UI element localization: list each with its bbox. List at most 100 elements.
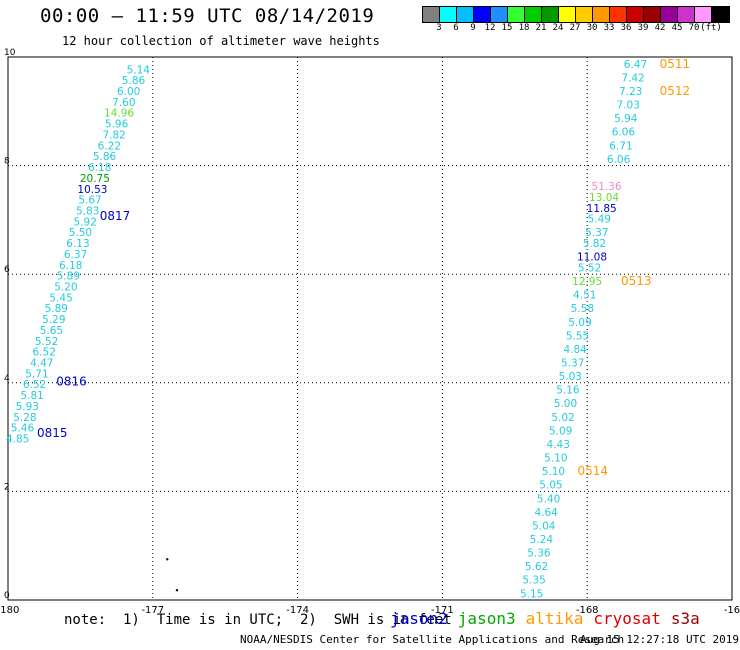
- wave-height-value: 4.84: [563, 344, 587, 356]
- wave-height-value: 5.81: [20, 390, 43, 402]
- wave-height-value: 5.16: [556, 385, 580, 397]
- color-scale-swatch: [508, 7, 525, 22]
- wave-height-value: 5.55: [566, 330, 589, 342]
- color-scale-swatch: [542, 7, 559, 22]
- wave-height-value: 5.93: [16, 401, 39, 413]
- wave-height-value: 6.52: [23, 379, 46, 391]
- wave-height-value: 5.52: [578, 262, 601, 274]
- wave-height-value: 5.82: [583, 238, 606, 250]
- color-scale-swatch: [440, 7, 457, 22]
- wave-height-value: 13.04: [589, 192, 619, 204]
- wave-height-value: 6.47: [624, 59, 647, 71]
- wave-height-value: 11.85: [587, 203, 617, 215]
- color-scale-bar: [422, 6, 730, 23]
- data-point: [175, 589, 179, 592]
- wave-height-value: 5.24: [530, 534, 554, 546]
- legend-entry-jason3: jason3: [457, 609, 516, 628]
- wave-height-value: 5.86: [93, 151, 117, 163]
- legend-entry-altika: altika: [525, 609, 584, 628]
- color-scale-label: 39: [637, 23, 649, 33]
- plot-frame: [7, 56, 733, 601]
- wave-height-value: 5.50: [69, 227, 92, 239]
- wave-height-value: 5.02: [551, 412, 574, 424]
- y-tick-label: 8: [4, 157, 10, 167]
- y-tick-label: 0: [4, 591, 10, 601]
- wave-height-value: 5.40: [537, 493, 560, 505]
- wave-height-value: 20.75: [80, 173, 110, 185]
- wave-height-value: 5.35: [522, 575, 545, 587]
- wave-height-value: 5.15: [520, 588, 543, 600]
- wave-height-value: 5.86: [122, 75, 146, 87]
- x-tick-label: -177: [141, 605, 164, 616]
- chart-title: 00:00 — 11:59 UTC 08/14/2019: [40, 5, 375, 27]
- wave-height-value: 5.09: [549, 425, 572, 437]
- footer-credit: NOAA/NESDIS Center for Satellite Applica…: [240, 633, 625, 646]
- color-scale-label: 12: [484, 23, 496, 33]
- wave-height-value: 6.18: [59, 260, 82, 272]
- wave-height-value: 6.37: [64, 249, 87, 261]
- wave-height-value: 5.05: [539, 480, 562, 492]
- color-scale-swatch: [661, 7, 678, 22]
- wave-height-value: 6.22: [98, 140, 121, 152]
- color-scale-label: 18: [518, 23, 530, 33]
- y-tick-label: 2: [4, 482, 10, 492]
- wave-height-value: 51.36: [591, 181, 621, 193]
- y-tick-label: 10: [4, 48, 16, 58]
- wave-height-value: 5.71: [25, 368, 48, 380]
- color-scale-swatch: [627, 7, 644, 22]
- wave-height-value: 7.42: [621, 72, 644, 84]
- wave-height-value: 7.03: [617, 100, 640, 112]
- y-tick-label: 4: [4, 374, 10, 384]
- footer-timestamp: Aug 15 12:27:18 UTC 2019: [580, 633, 739, 646]
- y-tick-label: 6: [4, 265, 10, 275]
- x-tick-label: -16: [724, 605, 740, 616]
- wave-height-value: 4.43: [547, 439, 570, 451]
- wave-height-value: 5.03: [559, 371, 582, 383]
- time-label: 0514: [578, 464, 609, 478]
- time-label: 0817: [100, 209, 131, 223]
- time-label: 0511: [660, 57, 691, 71]
- wave-height-value: 5.36: [527, 548, 551, 560]
- color-scale-label: 9: [470, 23, 476, 33]
- wave-height-value: 6.00: [117, 86, 140, 98]
- color-scale-label: 30: [586, 23, 598, 33]
- color-scale-label: 3: [436, 23, 442, 33]
- color-scale-swatch: [593, 7, 610, 22]
- wave-height-value: 4.47: [30, 358, 53, 370]
- wave-height-value: 6.13: [66, 238, 89, 250]
- x-tick-label: -168: [576, 605, 599, 616]
- color-scale-label: (ft): [700, 23, 722, 33]
- wave-height-value: 6.18: [88, 162, 111, 174]
- wave-height-value: 5.83: [76, 205, 99, 217]
- color-scale-swatch: [525, 7, 542, 22]
- wave-height-value: 5.10: [544, 453, 567, 465]
- wave-height-value: 5.37: [585, 227, 608, 239]
- wave-height-value: 5.49: [588, 214, 611, 226]
- color-scale-swatch: [644, 7, 661, 22]
- wave-height-value: 5.89: [45, 303, 68, 315]
- wave-height-value: 4.64: [534, 507, 558, 519]
- color-scale-label: 27: [569, 23, 581, 33]
- color-scale-swatch: [474, 7, 491, 22]
- time-label: 0815: [37, 426, 68, 440]
- legend-entry-s3a: s3a: [670, 609, 700, 628]
- wave-height-value: 5.46: [11, 423, 35, 435]
- color-scale-swatch: [576, 7, 593, 22]
- color-scale-swatch: [695, 7, 712, 22]
- wave-height-value: 5.20: [54, 281, 77, 293]
- wave-height-value: 6.06: [612, 127, 636, 139]
- color-scale-swatch: [712, 7, 729, 22]
- wave-height-value: 14.96: [104, 108, 134, 120]
- color-scale-label: 6: [453, 23, 459, 33]
- wave-height-value: 5.14: [127, 64, 151, 76]
- wave-height-value: 5.89: [57, 271, 80, 283]
- color-scale-label: 36: [620, 23, 632, 33]
- color-scale-label: 24: [552, 23, 564, 33]
- color-scale-label: 33: [603, 23, 615, 33]
- footer-note: note: 1) Time is in UTC; 2) SWH is in fe…: [64, 612, 452, 628]
- color-scale-label: 45: [671, 23, 683, 33]
- color-scale-label: 21: [535, 23, 547, 33]
- wave-height-value: 5.04: [532, 520, 556, 532]
- wave-height-value: 4.85: [6, 434, 29, 446]
